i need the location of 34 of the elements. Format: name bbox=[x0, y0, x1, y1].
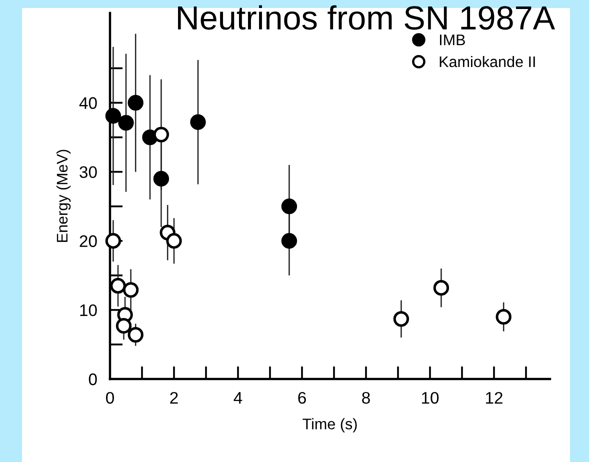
point bbox=[128, 326, 144, 343]
x-axis-title: Time (s) bbox=[302, 418, 357, 432]
legend-label: IMB bbox=[440, 34, 465, 46]
point bbox=[122, 282, 139, 298]
point bbox=[110, 278, 126, 294]
x-tick-label: 2 bbox=[170, 392, 178, 404]
point bbox=[105, 108, 122, 124]
point bbox=[105, 233, 122, 249]
point bbox=[128, 94, 144, 111]
x-tick-label: 12 bbox=[486, 392, 502, 404]
point bbox=[281, 198, 298, 214]
point bbox=[433, 280, 450, 296]
x-tick-label: 8 bbox=[362, 392, 370, 404]
y-tick-label: 20 bbox=[80, 235, 97, 248]
point bbox=[166, 233, 182, 249]
point bbox=[118, 114, 134, 131]
legend-label: Kamiokande II bbox=[440, 56, 535, 68]
y-tick-label: 0 bbox=[88, 373, 97, 386]
point bbox=[393, 311, 410, 327]
point bbox=[496, 309, 512, 325]
point bbox=[281, 233, 298, 249]
x-tick-label: 0 bbox=[106, 392, 114, 404]
point bbox=[153, 170, 170, 187]
y-tick-label: 40 bbox=[79, 97, 97, 109]
y-tick-label: 10 bbox=[80, 304, 97, 316]
point bbox=[116, 318, 132, 334]
chart-title: Neutrinos from SN 1987A bbox=[178, 5, 556, 30]
y-tick-label: 30 bbox=[80, 166, 97, 178]
x-tick-label: 4 bbox=[234, 392, 242, 404]
point bbox=[153, 126, 170, 142]
x-tick-label: 6 bbox=[298, 392, 306, 404]
y-axis-title: Energy (MeV) bbox=[56, 150, 71, 242]
point bbox=[190, 114, 206, 130]
x-tick-label: 10 bbox=[422, 392, 439, 404]
